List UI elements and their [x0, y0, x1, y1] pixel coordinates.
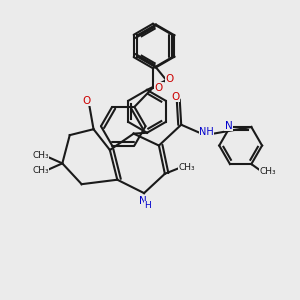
Text: O: O: [166, 74, 174, 84]
Text: N: N: [225, 121, 232, 130]
Text: CH₃: CH₃: [260, 167, 276, 176]
Text: NH: NH: [199, 127, 214, 137]
Text: O: O: [171, 92, 179, 101]
Text: H: H: [145, 201, 151, 210]
Text: CH₃: CH₃: [32, 152, 49, 160]
Text: O: O: [155, 82, 163, 93]
Text: O: O: [82, 96, 90, 106]
Text: CH₃: CH₃: [32, 166, 49, 175]
Text: CH₃: CH₃: [179, 163, 196, 172]
Text: N: N: [139, 196, 146, 206]
